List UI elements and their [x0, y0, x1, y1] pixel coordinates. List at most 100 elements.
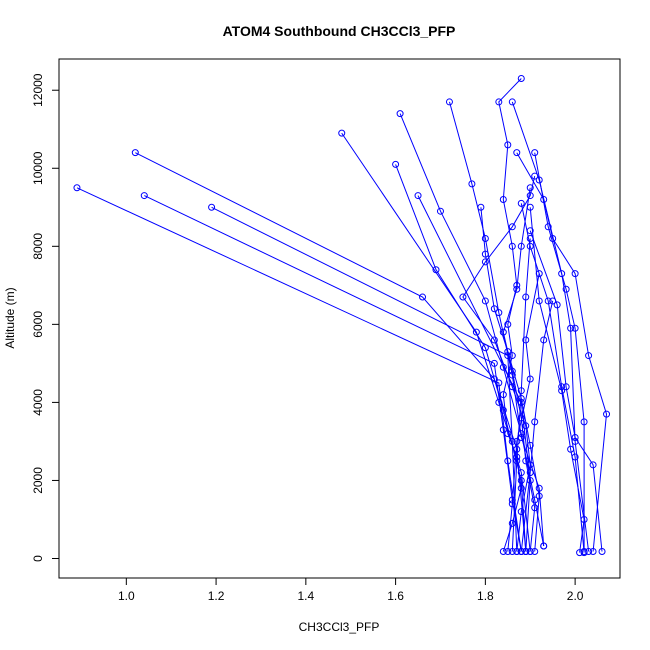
chart-title: ATOM4 Southbound CH3CCl3_PFP: [223, 23, 456, 39]
y-tick-label: 6000: [31, 311, 45, 338]
series-16: [508, 98, 593, 555]
data-point: [526, 203, 534, 211]
data-point: [508, 437, 516, 445]
series-line: [211, 206, 518, 552]
data-point: [571, 434, 579, 442]
x-tick-label: 1.4: [297, 589, 314, 603]
data-point: [531, 149, 539, 157]
plot-frame: [58, 58, 621, 579]
data-point: [504, 352, 512, 360]
data-point: [585, 352, 593, 360]
data-point: [517, 199, 525, 207]
series-21: [508, 235, 534, 555]
data-point: [517, 75, 525, 83]
data-point: [517, 242, 525, 250]
data-point: [504, 547, 512, 555]
data-point: [540, 195, 548, 203]
data-point: [499, 547, 507, 555]
data-point: [535, 270, 543, 278]
series-2: [459, 172, 539, 555]
data-point: [517, 476, 525, 484]
data-point: [504, 320, 512, 328]
series-10: [140, 192, 525, 555]
data-point: [567, 324, 575, 332]
data-point: [526, 184, 534, 192]
series-9: [131, 149, 530, 555]
data-point: [472, 328, 480, 336]
series-line: [480, 207, 540, 552]
series-line: [135, 152, 527, 552]
series-17: [513, 149, 611, 555]
data-point: [481, 258, 489, 266]
data-point: [445, 98, 453, 106]
y-tick-label: 4000: [31, 389, 45, 416]
data-point: [513, 457, 521, 465]
data-point: [589, 461, 597, 469]
data-point: [531, 496, 539, 504]
data-point: [526, 547, 534, 555]
x-axis-label: CH3CCl3_PFP: [299, 620, 380, 634]
data-point: [535, 297, 543, 305]
series-line: [529, 207, 585, 553]
x-axis: 1.0 1.2 1.4 1.6 1.8 2.0: [118, 578, 584, 603]
data-point: [392, 160, 400, 168]
series-20: [504, 270, 543, 555]
x-tick-label: 1.8: [477, 589, 494, 603]
x-tick-label: 1.0: [118, 589, 135, 603]
y-tick-label: 8000: [31, 233, 45, 260]
series-13: [414, 192, 534, 555]
series-line: [502, 187, 536, 552]
series-12: [208, 203, 521, 555]
data-point: [526, 469, 534, 477]
data-point: [544, 297, 552, 305]
series-layer: [73, 75, 611, 557]
series-line: [529, 230, 603, 552]
data-point: [517, 398, 525, 406]
data-point: [562, 383, 570, 391]
data-point: [490, 359, 498, 367]
data-point: [544, 223, 552, 231]
data-point: [338, 129, 346, 137]
series-line: [520, 300, 554, 552]
data-point: [499, 426, 507, 434]
data-point: [459, 293, 467, 301]
data-point: [571, 324, 579, 332]
data-point: [481, 297, 489, 305]
data-point: [140, 192, 148, 200]
series-line: [520, 203, 585, 553]
data-point: [522, 336, 530, 344]
data-point: [517, 469, 525, 477]
y-tick-label: 12000: [31, 73, 45, 107]
data-point: [558, 270, 566, 278]
x-tick-label: 2.0: [567, 589, 584, 603]
data-point: [508, 98, 516, 106]
data-point: [535, 484, 543, 492]
data-point: [504, 141, 512, 149]
data-point: [562, 285, 570, 293]
data-point: [540, 542, 548, 550]
data-point: [73, 184, 81, 192]
data-point: [585, 547, 593, 555]
data-point: [526, 441, 534, 449]
series-19: [517, 199, 588, 557]
data-point: [549, 297, 557, 305]
data-point: [558, 383, 566, 391]
data-point: [495, 309, 503, 317]
data-point: [522, 293, 530, 301]
data-point: [526, 192, 534, 200]
data-point: [589, 547, 597, 555]
data-point: [468, 180, 476, 188]
data-point: [414, 192, 422, 200]
data-point: [495, 379, 503, 387]
series-line: [449, 101, 545, 547]
y-axis: 0 2000 4000 6000 8000 10000 12000: [31, 73, 59, 562]
data-point: [603, 410, 611, 418]
data-point: [526, 375, 534, 383]
series-line: [76, 187, 522, 552]
data-point: [499, 363, 507, 371]
series-line: [507, 273, 540, 552]
data-point: [481, 235, 489, 243]
series-line: [144, 195, 522, 552]
series-line: [417, 195, 531, 552]
